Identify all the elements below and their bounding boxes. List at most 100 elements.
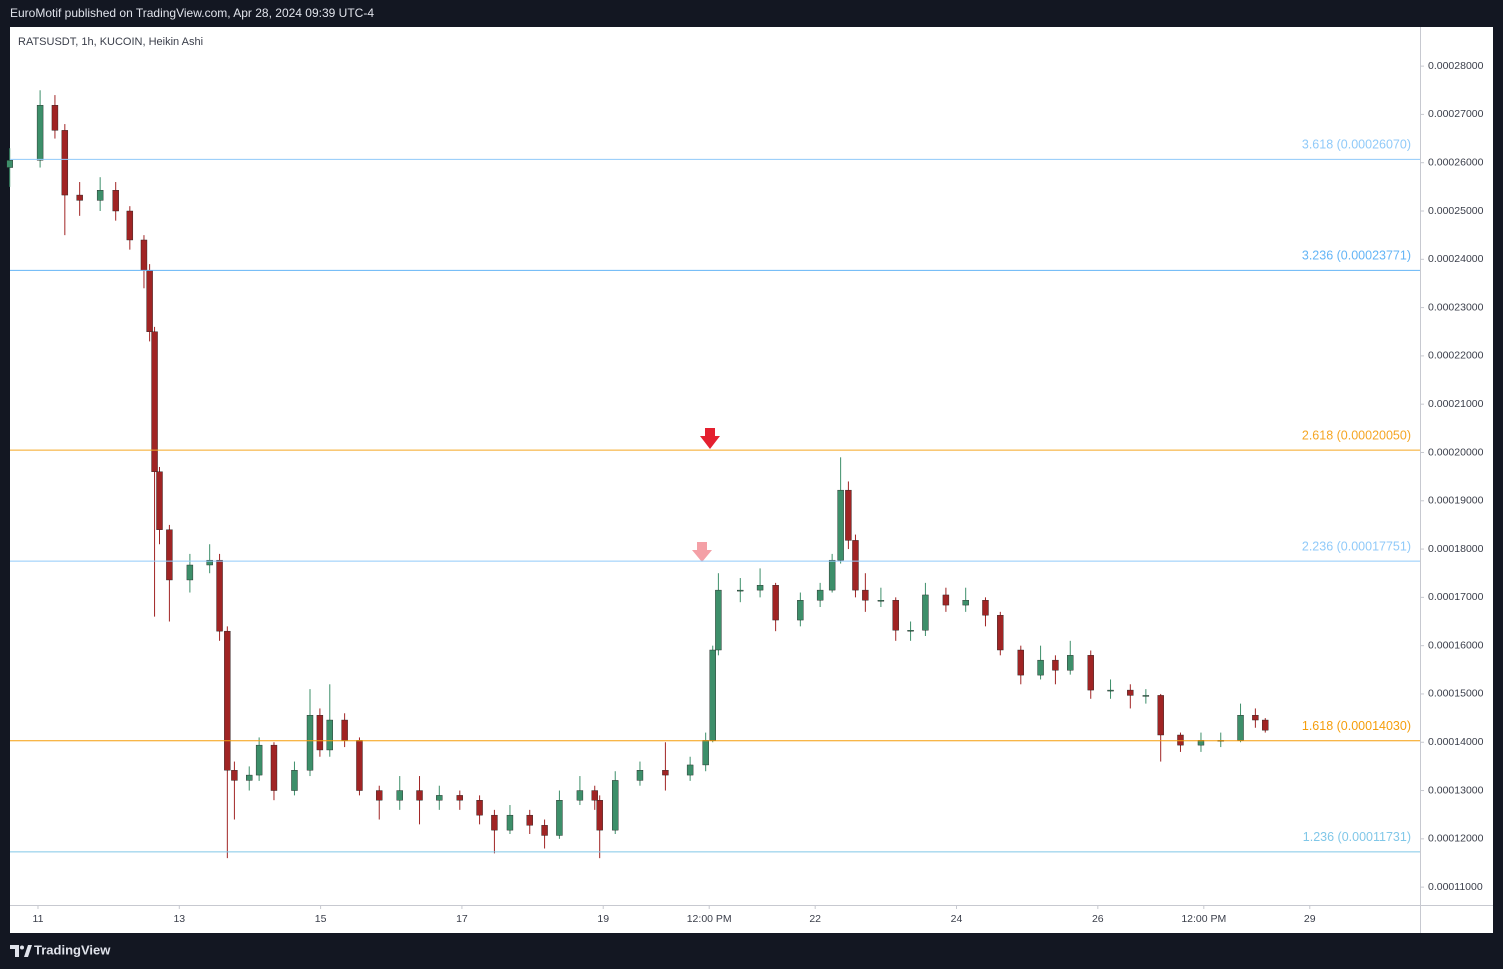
fib-level-label: 1.618 (0.00014030) xyxy=(1302,719,1411,733)
candle-body xyxy=(416,790,423,801)
candle-body xyxy=(828,559,836,591)
candle-body xyxy=(1262,719,1269,731)
candle-body xyxy=(612,780,619,831)
candle-body xyxy=(636,770,644,781)
candle-body xyxy=(231,770,238,781)
fib-level-label: 3.236 (0.00023771) xyxy=(1302,249,1411,263)
candle-body xyxy=(556,800,563,836)
candle-body xyxy=(206,559,213,566)
y-tick-label: 0.00027000 xyxy=(1428,108,1484,120)
candle-body xyxy=(1052,659,1059,671)
publish-header: EuroMotif published on TradingView.com, … xyxy=(10,6,374,20)
candle-body xyxy=(737,589,744,592)
candle-body xyxy=(756,585,764,591)
candle-body xyxy=(892,600,899,631)
candle-body xyxy=(341,719,348,741)
candle-body xyxy=(922,594,929,631)
candle-body xyxy=(1017,649,1024,676)
candle-body xyxy=(51,105,59,131)
candle-body xyxy=(715,589,722,651)
candle-body xyxy=(1157,695,1164,736)
x-tick-label: 17 xyxy=(456,913,468,925)
candle-body xyxy=(702,740,709,766)
candle-body xyxy=(772,585,779,621)
candle-body xyxy=(291,770,298,791)
candle-body xyxy=(686,764,694,776)
candle-body xyxy=(246,774,253,781)
y-tick-label: 0.00020000 xyxy=(1428,446,1484,458)
candle-body xyxy=(1067,655,1074,671)
candle-body xyxy=(476,800,483,816)
candle-body xyxy=(140,239,148,271)
candle-body xyxy=(166,529,173,581)
y-tick-label: 0.00022000 xyxy=(1428,350,1484,362)
x-tick-label: 19 xyxy=(597,913,609,925)
brand-logo xyxy=(10,945,32,957)
y-tick-label: 0.00021000 xyxy=(1428,398,1484,410)
candle-body xyxy=(1237,715,1244,741)
candle-body xyxy=(156,471,163,530)
candle-body xyxy=(797,600,804,621)
candle-body xyxy=(396,790,403,801)
candle-body xyxy=(837,489,844,561)
candle-body xyxy=(877,600,885,602)
x-tick-label: 22 xyxy=(809,913,821,925)
candle-body xyxy=(146,270,153,332)
y-tick-label: 0.00023000 xyxy=(1428,301,1484,313)
signal-arrow xyxy=(692,542,712,562)
candle-body xyxy=(709,649,716,741)
y-tick-label: 0.00019000 xyxy=(1428,495,1484,507)
candle-body xyxy=(216,559,223,632)
candle-body xyxy=(151,331,158,472)
candle-body xyxy=(1127,689,1134,696)
candle-body xyxy=(96,190,104,201)
candle-body xyxy=(962,600,969,606)
y-tick-label: 0.00017000 xyxy=(1428,591,1484,603)
candle-body xyxy=(316,715,324,751)
candle-body xyxy=(526,814,533,826)
candle-body xyxy=(591,790,598,801)
candle-body xyxy=(255,744,263,776)
fib-level-label: 3.618 (0.00026070) xyxy=(1302,138,1411,152)
y-tick-label: 0.00018000 xyxy=(1428,543,1484,555)
x-tick-label: 15 xyxy=(315,913,327,925)
candle-body xyxy=(982,600,989,616)
x-tick-label: 26 xyxy=(1092,913,1104,925)
candle-body xyxy=(1037,659,1044,676)
brand-name: TradingView xyxy=(34,942,111,957)
candle-body xyxy=(436,795,443,801)
y-tick-label: 0.00015000 xyxy=(1428,688,1484,700)
symbol-title: RATSUSDT, 1h, KUCOIN, Heikin Ashi xyxy=(18,36,203,48)
candle-body xyxy=(1177,734,1184,746)
candle-body xyxy=(6,160,13,168)
candle-body xyxy=(1107,689,1114,692)
y-tick-label: 0.00014000 xyxy=(1428,736,1484,748)
candle-body xyxy=(224,630,231,771)
y-tick-label: 0.00028000 xyxy=(1428,60,1484,72)
candle-body xyxy=(997,615,1004,651)
x-tick-label: 12:00 PM xyxy=(687,913,732,925)
y-tick-label: 0.00024000 xyxy=(1428,253,1484,265)
x-tick-label: 24 xyxy=(951,913,963,925)
candle-body xyxy=(506,814,514,831)
candle-body xyxy=(376,790,383,801)
chart-panel xyxy=(10,27,1493,933)
candle-body xyxy=(61,130,69,196)
candle-body xyxy=(76,194,83,201)
candle-body xyxy=(270,744,278,791)
fib-level-label: 2.618 (0.00020050) xyxy=(1302,428,1411,442)
y-tick-label: 0.00012000 xyxy=(1428,833,1484,845)
candle-body xyxy=(816,589,824,601)
candle-body xyxy=(36,105,44,161)
candle-body xyxy=(862,589,869,601)
fib-level-label: 2.236 (0.00017751) xyxy=(1302,539,1411,553)
candle-body xyxy=(576,790,584,801)
candle-body xyxy=(541,825,548,836)
x-tick-label: 11 xyxy=(33,913,44,925)
candle-body xyxy=(1252,715,1259,721)
candle-body xyxy=(356,740,363,791)
candle-body xyxy=(596,800,603,831)
x-tick-label: 13 xyxy=(173,913,185,925)
candle-body xyxy=(845,489,852,541)
